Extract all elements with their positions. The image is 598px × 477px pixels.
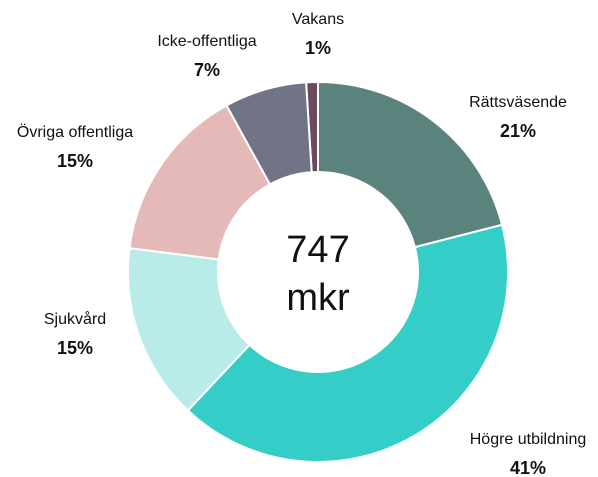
category-label: Övriga offentliga: [17, 123, 133, 141]
donut-segment: [186, 223, 509, 463]
value-label: 7%: [194, 60, 220, 80]
category-label: Sjukvård: [44, 310, 106, 328]
category-label: Rättsväsende: [469, 94, 567, 111]
value-label: 15%: [57, 151, 93, 171]
category-label: Högre utbildning: [470, 431, 587, 448]
donut-segment: [317, 80, 504, 249]
value-label: 21%: [500, 121, 536, 141]
center-unit: mkr: [286, 277, 350, 319]
value-label: 41%: [510, 458, 546, 477]
value-label: 15%: [57, 338, 93, 358]
value-label: 1%: [305, 38, 331, 58]
donut-segment: [128, 104, 272, 261]
category-label: Icke-offentliga: [157, 33, 256, 50]
center-value: 747: [286, 229, 349, 271]
donut-segment: [127, 247, 251, 412]
donut-segment: [225, 81, 313, 186]
category-label: Vakans: [292, 11, 344, 28]
